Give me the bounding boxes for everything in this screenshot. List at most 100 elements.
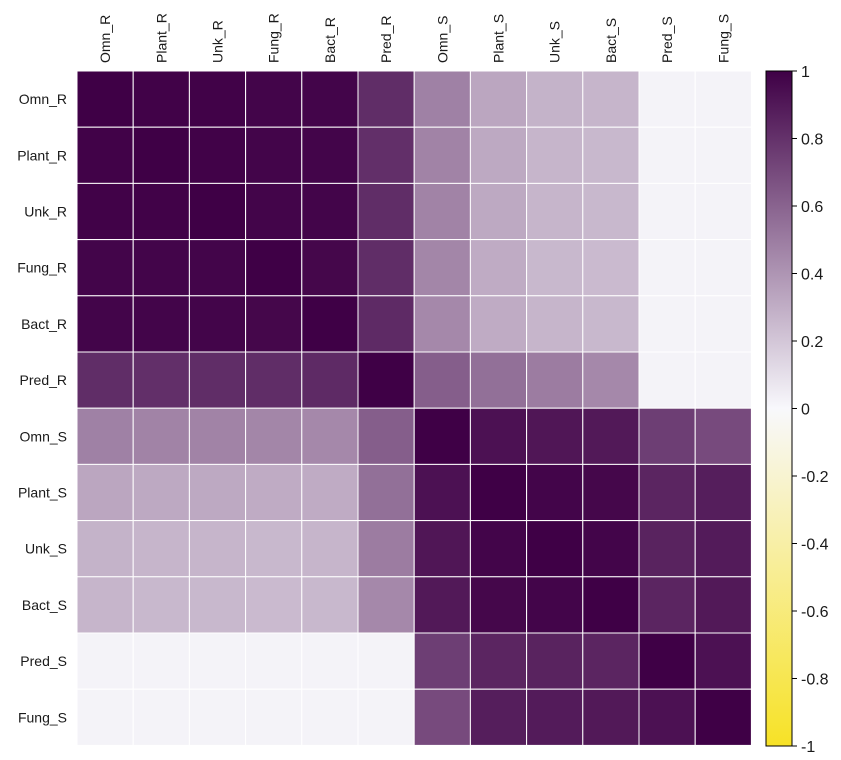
heatmap-cell-Pred_S-Plant_R: [132, 632, 190, 690]
heatmap-cell-Fung_S-Unk_S: [526, 688, 584, 746]
heatmap-cell-Fung_R-Unk_R: [188, 239, 247, 297]
heatmap-cell-Pred_S-Fung_R: [245, 632, 303, 690]
heatmap-cell-Pred_R-Pred_S: [638, 351, 696, 409]
column-label: Omn_R: [97, 15, 113, 63]
heatmap-cell-Plant_R-Plant_S: [469, 126, 528, 184]
heatmap-cell-Fung_S-Pred_R: [357, 688, 415, 746]
heatmap-cell-Bact_S-Plant_R: [132, 576, 190, 634]
heatmap-cell-Omn_R-Bact_S: [582, 70, 640, 128]
heatmap-cell-Pred_R-Plant_S: [469, 351, 528, 409]
heatmap-cell-Unk_S-Unk_S: [526, 520, 584, 578]
colorbar-tick-label: -0.2: [801, 469, 829, 486]
heatmap-cell-Omn_S-Pred_S: [638, 407, 696, 465]
heatmap-cell-Fung_S-Omn_R: [76, 688, 134, 746]
heatmap-cell-Pred_R-Omn_S: [413, 351, 471, 409]
heatmap-cell-Bact_S-Pred_S: [638, 576, 696, 634]
heatmap-cell-Unk_S-Pred_S: [638, 520, 696, 578]
column-labels: Omn_R Plant_R Unk_R Fung_R Bact_R Pred_R Omn_S…: [97, 13, 731, 63]
heatmap-cell-Bact_R-Omn_S: [413, 295, 471, 353]
row-label: Omn_R: [19, 91, 67, 107]
heatmap-cell-Fung_S-Fung_S: [694, 688, 752, 746]
heatmap-cell-Pred_S-Plant_S: [469, 632, 528, 690]
heatmap-cell-Unk_S-Pred_R: [357, 520, 415, 578]
colorbar: 1 0.8 0.6 0.4 0.2 0 -0.2 -0.4 -0.6 -0.8 -1: [765, 64, 829, 756]
heatmap-cell-Omn_R-Bact_R: [301, 70, 359, 128]
heatmap-cell-Bact_S-Fung_S: [694, 576, 752, 634]
heatmap-cell-Bact_S-Plant_S: [469, 576, 528, 634]
heatmap-cell-Bact_R-Plant_R: [132, 295, 190, 353]
colorbar-tick-label: 1: [801, 64, 810, 81]
column-label: Unk_S: [547, 21, 563, 63]
heatmap-cell-Fung_R-Bact_S: [582, 239, 640, 297]
heatmap-cell-Fung_R-Bact_R: [301, 239, 359, 297]
heatmap-cell-Unk_S-Fung_R: [245, 520, 303, 578]
colorbar-tick-label: -0.8: [801, 672, 829, 689]
row-label: Bact_R: [21, 316, 67, 332]
heatmap-cell-Plant_R-Omn_R: [76, 126, 134, 184]
column-label: Plant_S: [491, 14, 507, 63]
heatmap-cell-Fung_R-Pred_R: [357, 239, 415, 297]
heatmap-cell-Omn_R-Fung_S: [694, 70, 752, 128]
heatmap-cell-Plant_R-Pred_S: [638, 126, 696, 184]
heatmap-cell-Unk_R-Omn_S: [413, 182, 471, 241]
heatmap-cell-Pred_R-Bact_R: [301, 351, 359, 409]
heatmap-cell-Plant_R-Bact_R: [301, 126, 359, 184]
heatmap-cell-Pred_S-Unk_R: [188, 632, 247, 690]
column-label: Pred_S: [659, 16, 675, 63]
heatmap-cell-Omn_S-Omn_S: [413, 407, 471, 465]
heatmap-cell-Pred_S-Fung_S: [694, 632, 752, 690]
heatmap-cell-Unk_S-Bact_S: [582, 520, 640, 578]
row-label: Pred_S: [20, 653, 67, 669]
heatmap-cell-Unk_S-Omn_R: [76, 520, 134, 578]
heatmap-cell-Pred_S-Omn_R: [76, 632, 134, 690]
heatmap-cell-Bact_R-Bact_S: [582, 295, 640, 353]
heatmap-cell-Unk_R-Bact_R: [301, 182, 359, 241]
heatmap-cells: [76, 70, 752, 746]
heatmap-cell-Plant_S-Bact_R: [301, 463, 359, 522]
colorbar-tick-label: 0: [801, 402, 810, 419]
heatmap-cell-Omn_R-Unk_S: [526, 70, 584, 128]
heatmap-cell-Fung_S-Fung_R: [245, 688, 303, 746]
heatmap-cell-Plant_S-Omn_R: [76, 463, 134, 522]
heatmap-cell-Plant_R-Plant_R: [132, 126, 190, 184]
heatmap-cell-Plant_R-Fung_S: [694, 126, 752, 184]
heatmap-cell-Unk_R-Omn_R: [76, 182, 134, 241]
row-label: Fung_S: [18, 709, 67, 725]
column-label: Bact_R: [322, 17, 338, 63]
heatmap-cell-Pred_S-Bact_S: [582, 632, 640, 690]
heatmap-cell-Bact_R-Fung_R: [245, 295, 303, 353]
heatmap-cell-Omn_S-Pred_R: [357, 407, 415, 465]
heatmap-cell-Bact_S-Bact_R: [301, 576, 359, 634]
heatmap-cell-Pred_R-Plant_R: [132, 351, 190, 409]
heatmap-cell-Plant_R-Pred_R: [357, 126, 415, 184]
row-label: Bact_S: [22, 597, 67, 613]
heatmap-cell-Omn_S-Omn_R: [76, 407, 134, 465]
heatmap-cell-Omn_S-Plant_S: [469, 407, 528, 465]
heatmap-cell-Pred_R-Omn_R: [76, 351, 134, 409]
heatmap-cell-Bact_S-Omn_R: [76, 576, 134, 634]
heatmap-cell-Bact_R-Plant_S: [469, 295, 528, 353]
heatmap-cell-Plant_S-Omn_S: [413, 463, 471, 522]
heatmap-cell-Bact_R-Pred_R: [357, 295, 415, 353]
heatmap-cell-Unk_R-Bact_S: [582, 182, 640, 241]
heatmap-cell-Plant_R-Unk_R: [188, 126, 247, 184]
heatmap-cell-Plant_S-Bact_S: [582, 463, 640, 522]
heatmap-cell-Fung_S-Plant_R: [132, 688, 190, 746]
heatmap-cell-Fung_S-Bact_S: [582, 688, 640, 746]
heatmap-cell-Bact_R-Fung_S: [694, 295, 752, 353]
heatmap-cell-Plant_R-Omn_S: [413, 126, 471, 184]
column-label: Fung_S: [715, 14, 731, 63]
heatmap-cell-Omn_R-Plant_R: [132, 70, 190, 128]
heatmap-cell-Unk_R-Unk_S: [526, 182, 584, 241]
heatmap-cell-Bact_R-Bact_R: [301, 295, 359, 353]
row-label: Plant_R: [17, 147, 67, 163]
heatmap-cell-Plant_R-Fung_R: [245, 126, 303, 184]
heatmap-cell-Pred_R-Pred_R: [357, 351, 415, 409]
column-label: Unk_R: [210, 20, 226, 63]
heatmap-cell-Pred_S-Pred_R: [357, 632, 415, 690]
heatmap-cell-Unk_S-Bact_R: [301, 520, 359, 578]
heatmap-cell-Pred_R-Bact_S: [582, 351, 640, 409]
heatmap-cell-Bact_R-Unk_S: [526, 295, 584, 353]
heatmap-cell-Pred_S-Pred_S: [638, 632, 696, 690]
